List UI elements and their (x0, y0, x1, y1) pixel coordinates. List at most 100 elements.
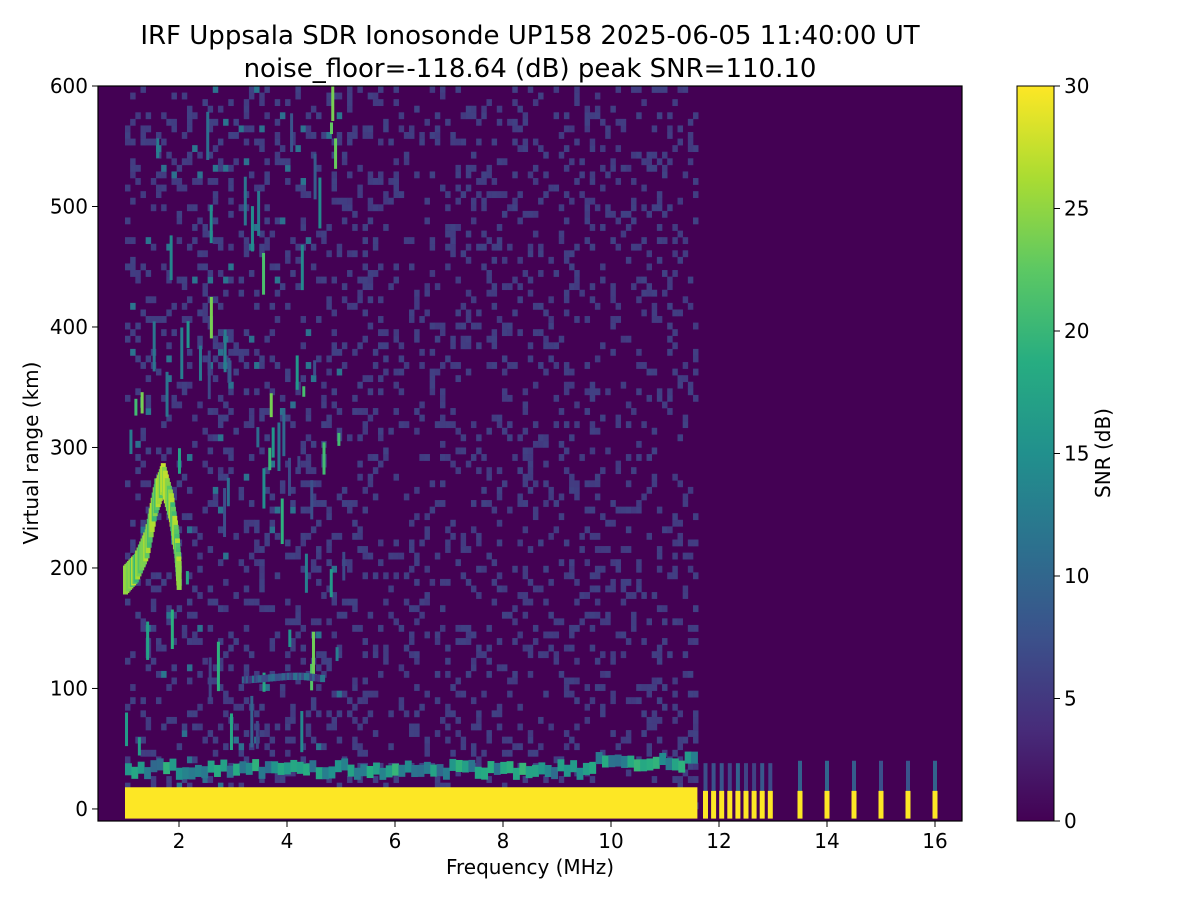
noise-cell (228, 99, 234, 107)
noise-cell (594, 565, 601, 573)
noise-cell (584, 506, 591, 514)
colorbar-tick-label: 25 (1064, 197, 1089, 221)
noise-cell (532, 440, 539, 448)
ground-echo-fringe (430, 764, 438, 777)
noise-cell (651, 677, 658, 685)
noise-cell (300, 756, 307, 764)
noise-cell (197, 565, 203, 573)
noise-cell (372, 243, 379, 251)
noise-cell (481, 197, 487, 205)
noise-cell (476, 710, 482, 718)
noise-cell (383, 355, 389, 363)
noise-cell (605, 171, 611, 179)
noise-cell (496, 664, 503, 672)
echo-streak (209, 204, 213, 244)
noise-cell (687, 690, 694, 698)
noise-cell (656, 388, 663, 396)
noise-cell (130, 263, 136, 271)
noise-cell (130, 546, 136, 553)
noise-cell (569, 283, 575, 291)
noise-cell (202, 224, 208, 231)
noise-cell (352, 624, 358, 632)
noise-cell (393, 276, 399, 284)
noise-cell (403, 158, 410, 166)
noise-cell (501, 322, 508, 330)
noise-cell (341, 500, 348, 507)
noise-cell (243, 329, 250, 337)
noise-cell (600, 342, 606, 350)
noise-cell (620, 164, 627, 172)
noise-cell (424, 592, 430, 599)
noise-cell (620, 736, 627, 744)
noise-cell (140, 434, 146, 442)
noise-cell (367, 132, 374, 139)
noise-cell (217, 638, 224, 645)
ground-echo-fringe (621, 755, 628, 768)
noise-cell (367, 690, 374, 698)
noise-cell (217, 164, 224, 172)
noise-cell (259, 605, 265, 613)
noise-cell (470, 500, 477, 507)
noise-cell (625, 256, 632, 264)
noise-cell (672, 237, 678, 245)
noise-cell (439, 362, 446, 369)
noise-cell (450, 138, 456, 146)
noise-cell (631, 506, 637, 514)
ground-echo-fringe (684, 751, 692, 764)
noise-cell (155, 191, 162, 199)
noise-cell (362, 651, 368, 659)
noise-cell (419, 138, 425, 146)
noise-cell (285, 368, 291, 376)
noise-cell (259, 230, 265, 238)
noise-cell (352, 408, 358, 415)
noise-cell (424, 513, 430, 521)
noise-cell (383, 598, 389, 606)
noise-cell (641, 309, 647, 317)
noise-cell (631, 178, 637, 185)
echo-streak (313, 360, 317, 376)
noise-cell (522, 138, 529, 146)
noise-cell (486, 776, 492, 783)
noise-cell (150, 138, 157, 146)
noise-cell (445, 703, 451, 711)
noise-cell (331, 388, 338, 396)
noise-cell (419, 414, 425, 422)
noise-cell (677, 710, 683, 718)
noise-cell (481, 486, 487, 494)
noise-cell (460, 539, 467, 547)
noise-cell (672, 342, 678, 350)
noise-cell (672, 250, 678, 258)
noise-cell (409, 125, 415, 133)
noise-cell (145, 316, 152, 323)
channel-echo (703, 790, 708, 819)
ground-echo-fringe (309, 760, 317, 773)
noise-cell (217, 394, 224, 402)
channel-echo (905, 790, 911, 819)
noise-cell (496, 493, 503, 501)
noise-cell (243, 105, 250, 113)
noise-cell (620, 381, 627, 389)
noise-cell (445, 644, 451, 652)
noise-cell (243, 243, 250, 251)
noise-cell (439, 578, 446, 586)
noise-cell (305, 532, 312, 540)
noise-cell (465, 631, 472, 639)
noise-cell (171, 638, 177, 645)
noise-cell (543, 631, 549, 639)
noise-cell (615, 460, 622, 468)
noise-cell (321, 276, 327, 284)
noise-cell (465, 368, 472, 376)
noise-cell (434, 631, 441, 639)
noise-cell (507, 118, 513, 126)
noise-cell (336, 132, 343, 139)
noise-cell (367, 414, 374, 422)
noise-cell (636, 112, 642, 120)
noise-cell (362, 335, 368, 343)
noise-cell (403, 237, 410, 245)
noise-cell (538, 440, 544, 448)
noise-cell (186, 158, 193, 166)
noise-cell (135, 493, 141, 501)
noise-cell (228, 276, 234, 284)
noise-cell (341, 611, 348, 619)
noise-cell (517, 467, 523, 475)
